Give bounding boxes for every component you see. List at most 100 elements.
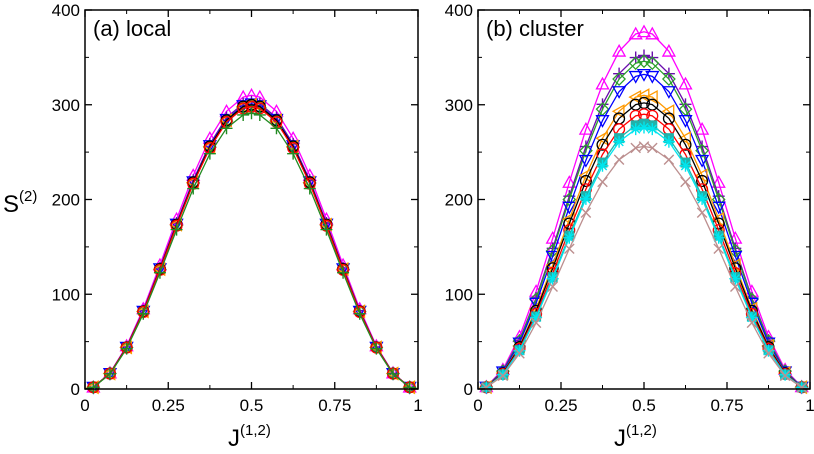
cluster-series-0-point [661, 43, 677, 57]
cluster-series-8-point [646, 123, 659, 136]
local-ytick-label: 400 [52, 1, 80, 20]
cluster-series-6 [477, 108, 811, 394]
local-series-7-point [187, 182, 200, 195]
local-series-7-point [153, 266, 166, 279]
cluster-series-3-point [694, 154, 710, 168]
local-series-7-point [320, 223, 333, 236]
local-series-4-line [84, 104, 419, 390]
cluster-series-8-point [546, 272, 559, 285]
local-series-7-point [353, 307, 366, 320]
local-series-7-point [120, 342, 133, 355]
panel-cluster-title: (b) cluster [486, 16, 584, 41]
panel-local-xlabel-main: J [228, 425, 240, 452]
cluster-series-0-point [562, 175, 577, 188]
cluster-series-5-point [679, 138, 692, 151]
panel-local-series [84, 87, 419, 395]
cluster-series-8-point [563, 231, 576, 244]
cluster-series-0-point [595, 76, 610, 90]
cluster-series-6-line [477, 113, 811, 390]
cluster-series-0-point [678, 76, 693, 90]
local-series-7-point [245, 107, 258, 120]
panel-cluster-xlabel: J(1,2) [614, 422, 657, 452]
cluster-series-9-point [530, 317, 542, 329]
panel-cluster-xlabel-main: J [614, 425, 626, 452]
cluster-series-9-point [663, 154, 675, 165]
local-series-7-point [87, 381, 100, 394]
cluster-series-0-point [628, 26, 643, 40]
cluster-series-8-point [530, 311, 543, 324]
local-series-7 [84, 107, 419, 394]
cluster-series-2-point [628, 56, 643, 71]
cluster-series-9-point [547, 281, 558, 292]
cluster-series-2 [477, 54, 811, 394]
cluster-series-3-point [595, 115, 610, 128]
local-series-0-line [84, 94, 419, 390]
cluster-xtick-label: 0 [473, 396, 482, 415]
cluster-ytick-label: 0 [464, 380, 473, 399]
cluster-series-3 [477, 68, 811, 395]
local-series-5 [84, 98, 419, 394]
local-series-7-point [337, 266, 350, 279]
cluster-series-8-point [762, 344, 775, 357]
local-series-7-point [103, 367, 116, 380]
cluster-series-2-point [578, 143, 593, 158]
cluster-series-4-point [611, 104, 625, 119]
local-xtick-label: 0.5 [240, 396, 264, 415]
cluster-series-9-point [730, 281, 741, 292]
local-series-7-point [370, 342, 383, 355]
cluster-series-8-point [729, 272, 742, 285]
panel-local-xlabel-sup: (1,2) [240, 422, 271, 439]
panel-cluster: 0 0.25 0.5 0.75 1 0 100 200 300 400 (b) cluster J… [445, 1, 814, 452]
cluster-series-2-point [695, 143, 710, 158]
panel-local-xlabel: J(1,2) [228, 422, 271, 452]
cluster-series-8-line [477, 126, 811, 390]
cluster-series-3-point [562, 201, 577, 215]
local-series-4 [84, 97, 419, 395]
cluster-series-2-point [645, 56, 660, 71]
local-series-7-point [303, 182, 316, 195]
cluster-series-9-point [638, 141, 650, 152]
local-series-6-line [84, 105, 419, 390]
panel-cluster-xlabel-sup: (1,2) [626, 422, 657, 439]
cluster-series-8-point [679, 159, 692, 172]
cluster-series-3-point [628, 70, 643, 84]
cluster-series-5-point [696, 174, 709, 188]
cluster-series-5 [477, 96, 811, 394]
cluster-series-7-line [477, 123, 811, 390]
cluster-series-9-line [477, 145, 811, 390]
local-xtick-label: 0.25 [152, 396, 185, 415]
cluster-series-4-point [661, 104, 675, 119]
cluster-series-8-point [579, 192, 592, 205]
cluster-series-8-point [745, 311, 758, 324]
local-series-1-line [84, 101, 419, 390]
local-ytick-label: 200 [52, 191, 80, 210]
cluster-series-8-point [638, 121, 650, 134]
local-ytick-label: 100 [52, 285, 80, 304]
local-series-1 [84, 95, 419, 394]
local-series-7-point [287, 147, 300, 160]
cluster-series-3-point [636, 68, 652, 82]
cluster-series-9-point [497, 370, 509, 382]
cluster-series-2-point [637, 54, 651, 69]
local-series-7-point [270, 122, 283, 135]
cluster-series-5-line [477, 102, 811, 390]
local-series-7-point [137, 307, 150, 320]
local-series-6 [84, 100, 419, 394]
local-series-7-point [237, 108, 250, 121]
cluster-series-4-point [644, 89, 658, 105]
cluster-series-0-line [477, 31, 811, 390]
cluster-series-9-point [580, 207, 592, 218]
cluster-series-2-point [661, 72, 676, 86]
cluster-series-9-point [779, 370, 791, 382]
cluster-ytick-label: 100 [445, 285, 473, 304]
cluster-series-8-point [712, 231, 725, 244]
cluster-series-0-point [645, 26, 660, 40]
cluster-series-9-point [746, 317, 758, 329]
cluster-series-9-point [514, 348, 525, 359]
cluster-ytick-label: 300 [445, 96, 473, 115]
cluster-series-8-point [629, 123, 642, 136]
cluster-series-4-point [678, 131, 691, 146]
local-series-3 [84, 98, 419, 395]
cluster-series-3-point [711, 201, 726, 215]
